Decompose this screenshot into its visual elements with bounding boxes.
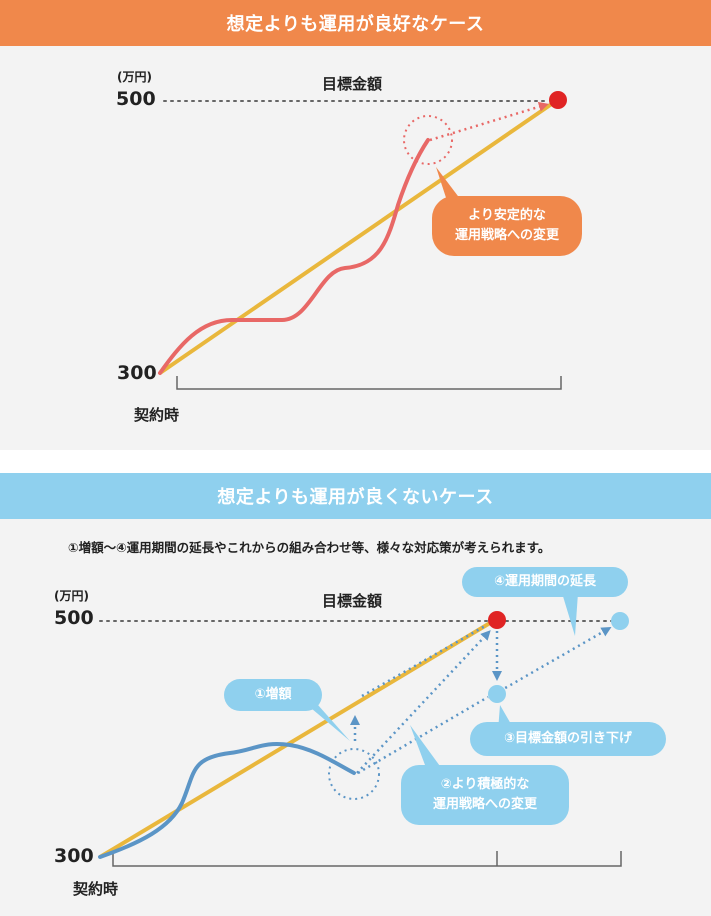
- target-dot: [488, 611, 506, 629]
- good-case-panel: 想定よりも運用が良好なケース (万円) 500 目標金額 300 契約時: [0, 0, 711, 450]
- y-top-value: 500: [54, 607, 94, 629]
- lower-target-path: [357, 695, 489, 775]
- aggressive-strategy-callout: ②より積極的な 運用戦略への変更: [401, 765, 569, 825]
- actual-line: [98, 742, 356, 859]
- start-label: 契約時: [134, 406, 180, 424]
- y-unit-label: (万円): [54, 589, 89, 603]
- good-case-header: 想定よりも運用が良好なケース: [0, 0, 711, 46]
- extend-period-callout: ④運用期間の延長: [462, 567, 628, 597]
- strategy-callout: より安定的な 運用戦略への変更: [432, 196, 582, 256]
- strategy-change-highlight: [403, 115, 453, 165]
- actual-line: [158, 138, 430, 375]
- increase-callout: ①増額: [224, 679, 322, 711]
- strategy-callout-line2: 運用戦略への変更: [454, 228, 559, 243]
- bad-case-diagram: [98, 593, 629, 867]
- strategy-arrow: [429, 101, 549, 142]
- y-bottom-value: 300: [54, 845, 94, 867]
- target-amount-label: 目標金額: [322, 592, 383, 610]
- extend-callout-pointer: [562, 593, 578, 636]
- time-axis: [112, 851, 622, 867]
- extend-period-path: [499, 627, 612, 693]
- lower-target-callout: ③目標金額の引き下げ: [470, 722, 666, 756]
- strategy-callout-line1: より安定的な: [468, 207, 546, 223]
- increase-callout-pointer: [305, 703, 350, 741]
- lowered-target-dot: [488, 685, 506, 703]
- y-unit-label: (万円): [117, 70, 152, 84]
- target-dot: [549, 91, 567, 109]
- options-note: ①増額〜④運用期間の延長やこれからの組み合わせ等、様々な対応策が考えられます。: [68, 540, 551, 555]
- aggressive-strategy-path: [356, 630, 491, 774]
- y-top-value: 500: [116, 88, 156, 110]
- plan-line: [98, 621, 492, 859]
- time-axis: [176, 376, 562, 390]
- current-position-highlight: [328, 748, 380, 800]
- aggressive-strategy-callout-line2: 運用戦略への変更: [432, 797, 537, 812]
- extended-target-dot: [611, 612, 629, 630]
- bad-case-header: 想定よりも運用が良くないケース: [0, 473, 711, 519]
- strategy-callout-pointer: [410, 725, 445, 773]
- plan-line: [158, 99, 558, 375]
- good-case-diagram: [158, 91, 567, 390]
- aggressive-strategy-callout-line1: ②より積極的な: [440, 776, 530, 792]
- start-label: 契約時: [73, 880, 119, 898]
- target-amount-label: 目標金額: [322, 75, 383, 93]
- y-bottom-value: 300: [117, 362, 157, 384]
- bad-case-panel: 想定よりも運用が良くないケース: [0, 473, 711, 916]
